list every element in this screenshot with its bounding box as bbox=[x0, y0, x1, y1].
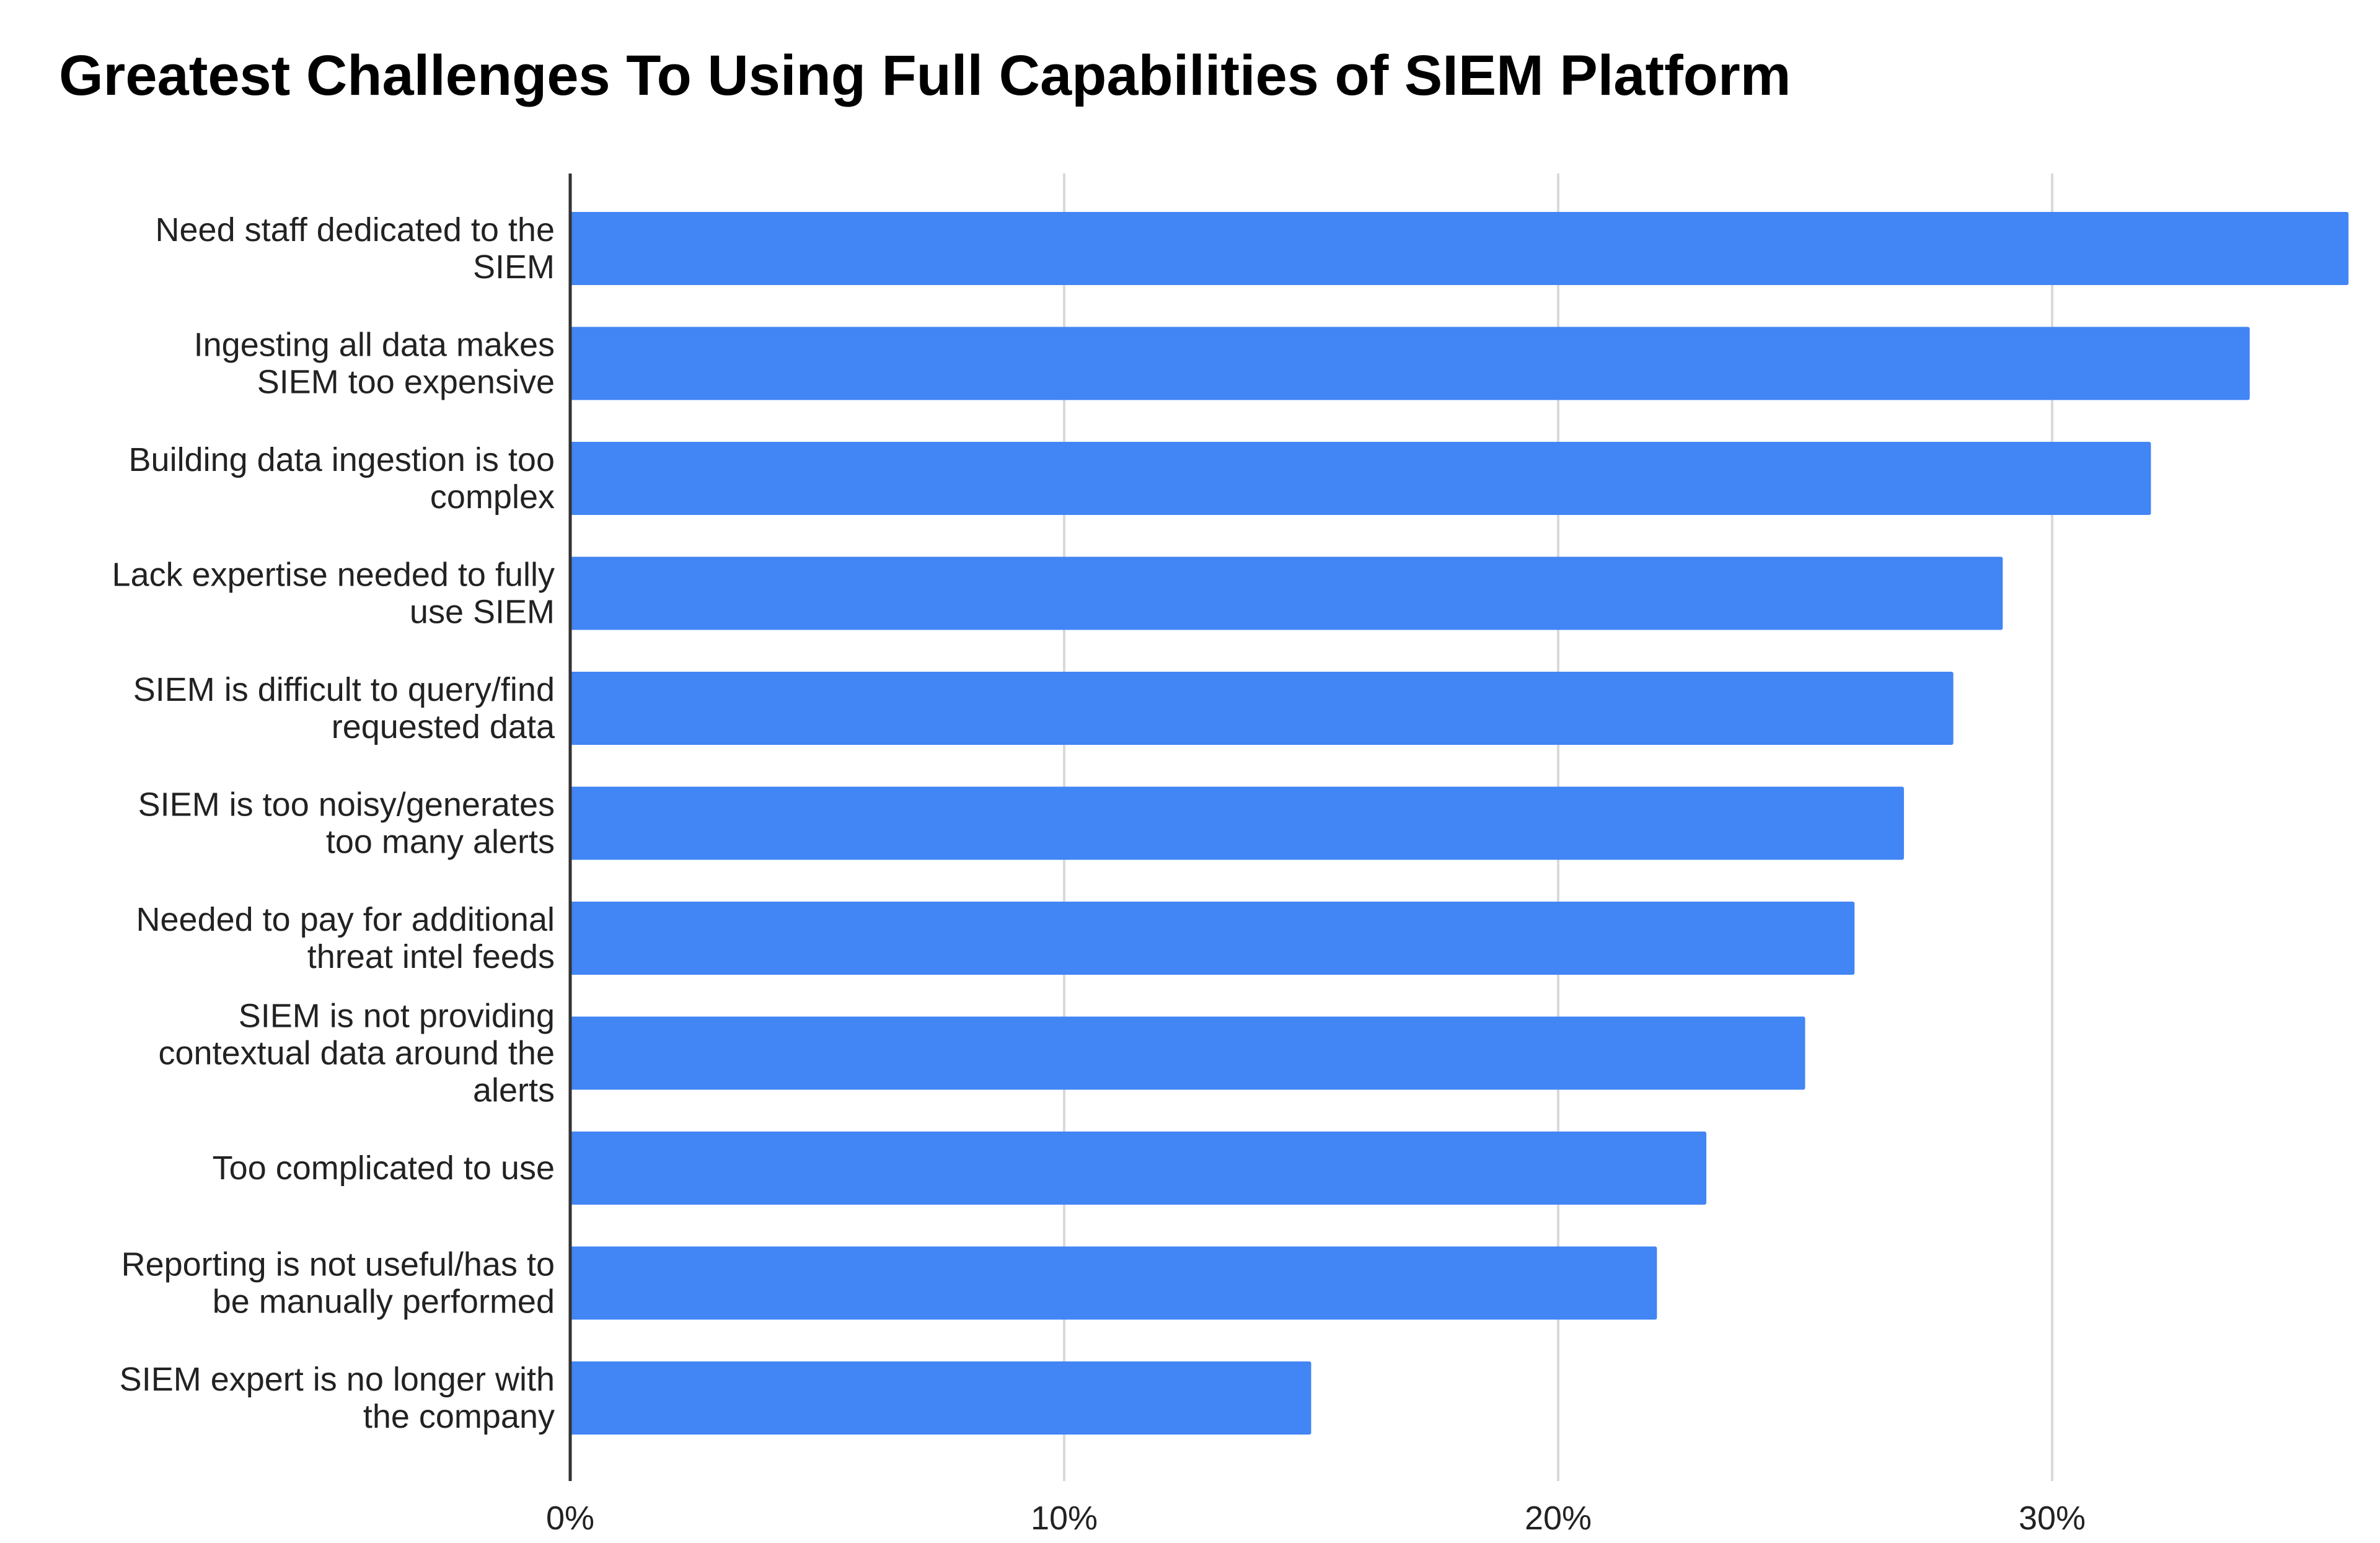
bar-7 bbox=[570, 1016, 1805, 1090]
category-label-line: the company bbox=[363, 1398, 555, 1435]
category-label-8: Too complicated to use bbox=[213, 1150, 555, 1187]
bars bbox=[570, 212, 2349, 1435]
x-tick-label-20: 20% bbox=[1525, 1500, 1592, 1537]
category-label-0: Need staff dedicated to the SIEM bbox=[156, 211, 555, 286]
category-label-line: Ingesting all data makes bbox=[194, 327, 555, 364]
category-label-line: Reporting is not useful/has to bbox=[121, 1246, 555, 1283]
x-tick-label-30: 30% bbox=[2019, 1500, 2086, 1537]
bar-5 bbox=[570, 786, 1904, 860]
category-label-line: Lack expertise needed to fully bbox=[112, 556, 555, 594]
category-label-line: SIEM expert is no longer with bbox=[120, 1361, 555, 1398]
bar-0 bbox=[570, 212, 2349, 285]
category-label-line: Needed to pay for additional bbox=[136, 901, 555, 938]
chart-title: Greatest Challenges To Using Full Capabi… bbox=[59, 44, 1791, 107]
category-label-line: be manually performed bbox=[213, 1283, 555, 1321]
bar-3 bbox=[570, 556, 2003, 630]
bar-4 bbox=[570, 672, 1954, 745]
tick-labels: 0% 10% 20% 30% bbox=[546, 1500, 2086, 1537]
bar-6 bbox=[570, 902, 1855, 975]
category-label-line: Need staff dedicated to the bbox=[156, 211, 555, 248]
category-label-line: contextual data around the bbox=[159, 1035, 555, 1072]
category-label-line: Building data ingestion is too bbox=[129, 441, 555, 478]
category-label-1: Ingesting all data makes SIEM too expensi… bbox=[194, 327, 555, 401]
category-label-3: Lack expertise needed to fully use SIEM bbox=[112, 556, 555, 631]
category-label-7: SIEM is not providing contextual data aro… bbox=[159, 998, 555, 1109]
bar-9 bbox=[570, 1246, 1657, 1320]
category-label-line: requested data bbox=[332, 708, 555, 745]
category-label-line: SIEM is too noisy/generates bbox=[138, 786, 555, 824]
category-label-2: Building data ingestion is too complex bbox=[129, 441, 555, 516]
bar-2 bbox=[570, 442, 2151, 515]
bar-8 bbox=[570, 1132, 1707, 1205]
bar-10 bbox=[570, 1361, 1311, 1435]
category-label-line: too many alerts bbox=[326, 824, 555, 861]
category-label-line: use SIEM bbox=[410, 594, 555, 631]
category-label-line: complex bbox=[430, 478, 555, 516]
bar-1 bbox=[570, 327, 2250, 400]
category-label-line: threat intel feeds bbox=[307, 938, 555, 975]
category-label-6: Needed to pay for additional threat intel… bbox=[136, 901, 555, 975]
category-label-10: SIEM expert is no longer with the company bbox=[120, 1361, 555, 1435]
category-label-4: SIEM is difficult to query/find requested… bbox=[133, 671, 555, 745]
category-label-9: Reporting is not useful/has to be manuall… bbox=[121, 1246, 555, 1321]
category-label-line: SIEM is not providing bbox=[239, 998, 555, 1035]
category-label-line: SIEM too expensive bbox=[257, 364, 555, 401]
category-label-line: SIEM bbox=[473, 248, 555, 286]
category-labels: Need staff dedicated to the SIEM Ingesting… bbox=[112, 211, 555, 1435]
category-label-line: SIEM is difficult to query/find bbox=[133, 671, 555, 708]
category-label-line: Too complicated to use bbox=[213, 1150, 555, 1187]
x-tick-label-0: 0% bbox=[546, 1500, 594, 1537]
x-tick-label-10: 10% bbox=[1031, 1500, 1098, 1537]
category-label-line: alerts bbox=[473, 1072, 555, 1109]
category-label-5: SIEM is too noisy/generates too many aler… bbox=[138, 786, 555, 861]
